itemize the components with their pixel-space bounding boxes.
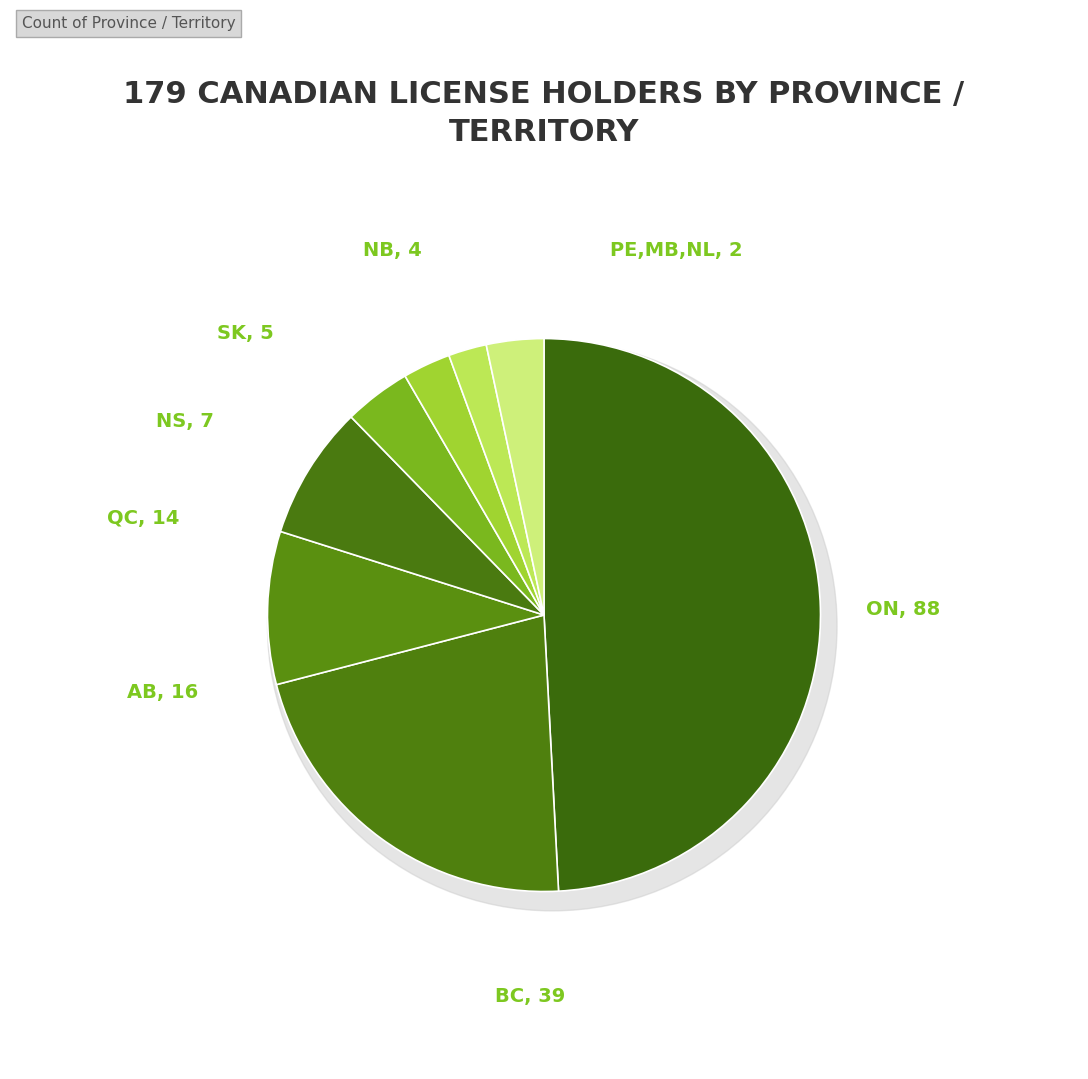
Wedge shape: [449, 344, 544, 615]
Ellipse shape: [268, 341, 837, 911]
Text: 179 CANADIAN LICENSE HOLDERS BY PROVINCE /
TERRITORY: 179 CANADIAN LICENSE HOLDERS BY PROVINCE…: [123, 80, 965, 147]
Text: BC, 39: BC, 39: [495, 987, 566, 1006]
Text: NB, 4: NB, 4: [362, 241, 421, 260]
Wedge shape: [351, 375, 544, 615]
Wedge shape: [405, 355, 544, 615]
Text: PE,MB,NL, 2: PE,MB,NL, 2: [610, 241, 743, 260]
Wedge shape: [268, 532, 544, 685]
Wedge shape: [281, 416, 544, 615]
Text: Count of Province / Territory: Count of Province / Territory: [22, 16, 235, 31]
Wedge shape: [544, 339, 820, 891]
Wedge shape: [276, 615, 558, 891]
Text: QC, 14: QC, 14: [107, 509, 180, 528]
Text: SK, 5: SK, 5: [217, 324, 274, 342]
Wedge shape: [486, 339, 544, 615]
Text: ON, 88: ON, 88: [866, 600, 940, 619]
Text: NS, 7: NS, 7: [156, 412, 213, 431]
Text: AB, 16: AB, 16: [127, 683, 198, 702]
